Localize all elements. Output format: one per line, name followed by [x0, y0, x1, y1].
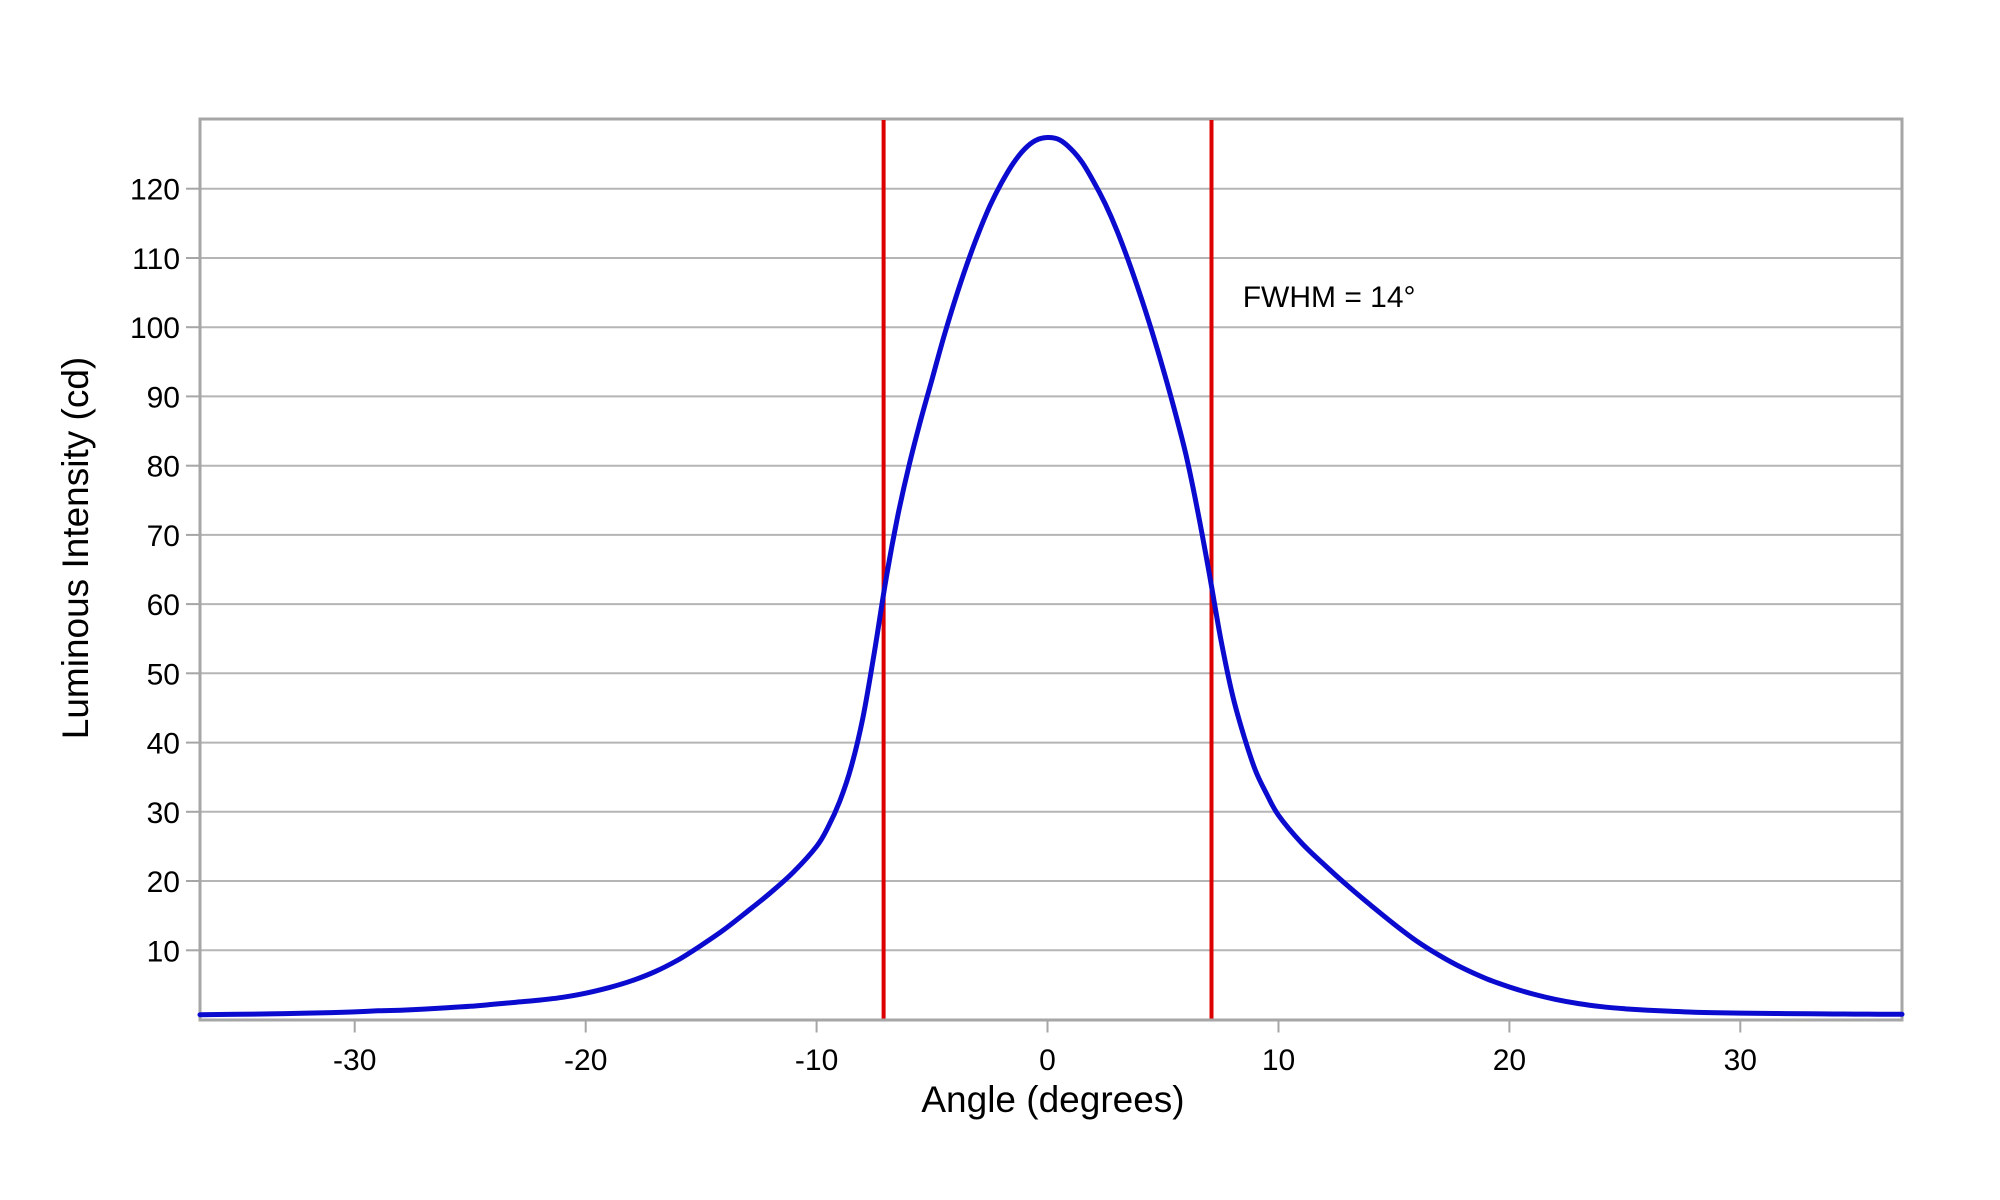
y-tick-label: 70 — [147, 520, 180, 553]
y-tick-label: 30 — [147, 797, 180, 830]
y-axis-title: Luminous Intensity (cd) — [55, 357, 96, 740]
y-tick-label: 110 — [132, 243, 180, 276]
x-tick-label: 0 — [1039, 1044, 1056, 1077]
fwhm-marker-lines — [881, 120, 1214, 1019]
y-tick-label: 120 — [130, 174, 180, 207]
gridlines — [200, 187, 1902, 952]
y-tick-label: 10 — [147, 935, 180, 968]
y-tick-label: 50 — [147, 658, 180, 691]
y-tick-label: 40 — [147, 728, 180, 761]
x-tick-label: -20 — [564, 1044, 607, 1077]
fwhm-annotation: FWHM = 14° — [1243, 281, 1416, 314]
y-tick-label: 20 — [147, 866, 180, 899]
y-tick-label: 100 — [130, 312, 180, 345]
intensity-curve — [197, 134, 1905, 1018]
x-axis-title: Angle (degrees) — [921, 1079, 1184, 1120]
x-axis-ticks: -30 -20 -10 0 10 20 30 — [333, 1020, 1757, 1077]
y-tick-label: 80 — [147, 451, 180, 484]
y-tick-label: 90 — [147, 381, 180, 414]
x-tick-label: 20 — [1493, 1044, 1526, 1077]
plot-border — [198, 117, 1904, 1022]
x-tick-label: -10 — [795, 1044, 838, 1077]
y-axis-ticks: 10 20 30 40 50 60 70 80 90 100 110 120 — [130, 174, 200, 968]
x-tick-label: 30 — [1724, 1044, 1757, 1077]
x-tick-label: -30 — [333, 1044, 376, 1077]
x-tick-label: 10 — [1262, 1044, 1295, 1077]
y-tick-label: 60 — [147, 589, 180, 622]
